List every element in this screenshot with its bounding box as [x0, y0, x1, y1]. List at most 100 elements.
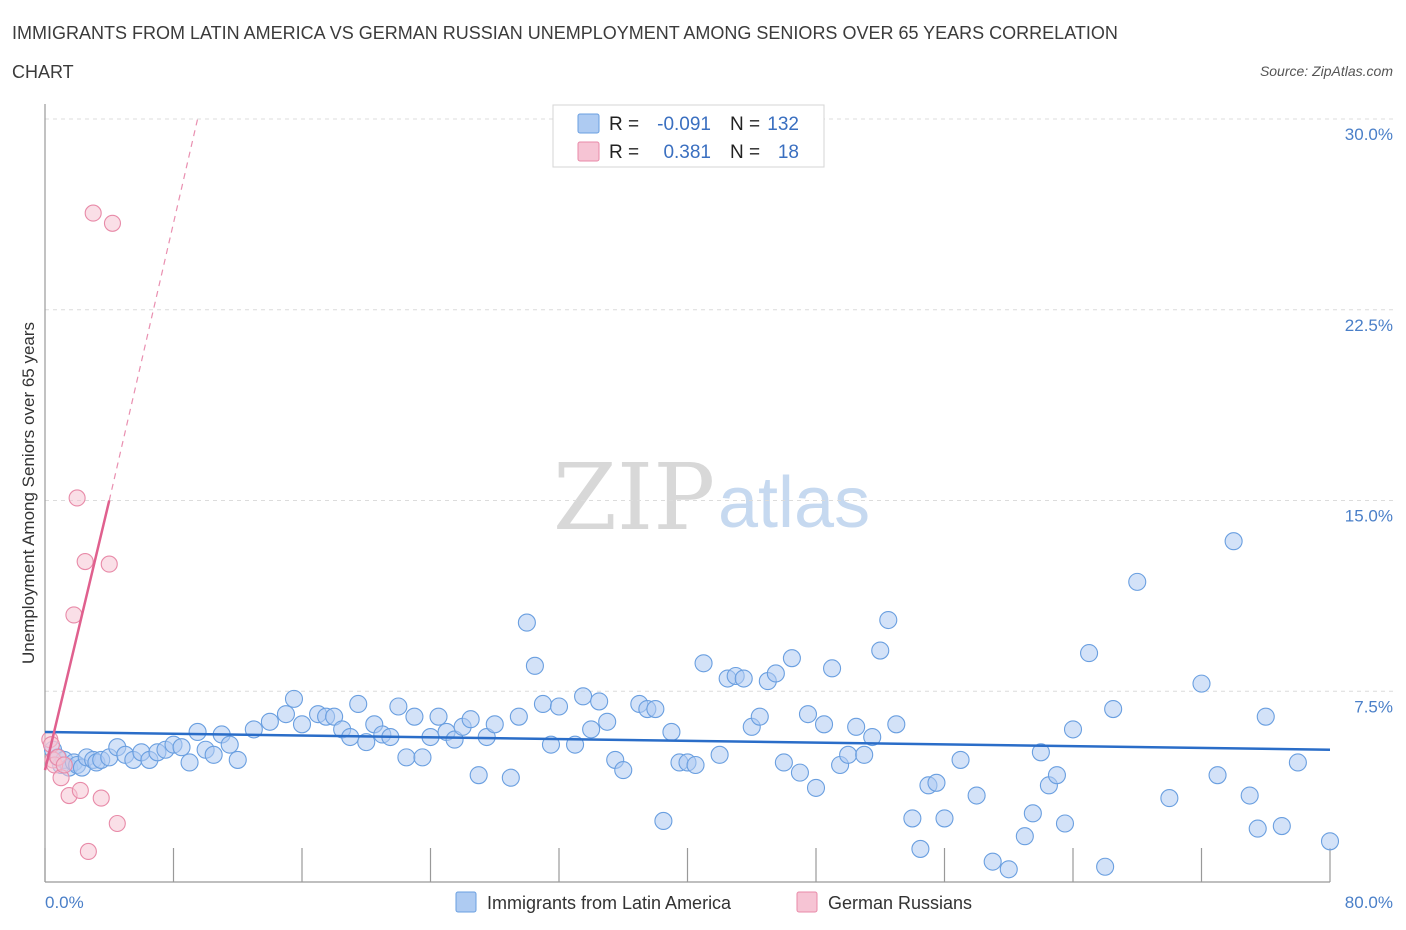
series-0-point-46 [405, 707, 424, 726]
series-0-point-23 [188, 722, 207, 741]
series-1-point-10 [71, 781, 89, 799]
series-0-point-25 [204, 745, 223, 764]
watermark-zip: ZIP [553, 444, 715, 551]
series-0-point-107 [935, 809, 954, 828]
series-0-point-104 [911, 839, 930, 858]
legend-r-value-1: -0.091 [657, 114, 711, 135]
series-1-point-6 [55, 756, 73, 774]
series-0-point-121 [1104, 700, 1123, 719]
series-0-point-27 [220, 735, 239, 754]
legend-n-value-1: 132 [767, 114, 799, 135]
series-1-point-13 [84, 204, 102, 222]
series-0-point-57 [501, 768, 520, 787]
series-0-point-32 [284, 689, 304, 708]
series-0-point-124 [1192, 674, 1211, 693]
series-0-point-53 [461, 710, 480, 729]
series-0-point-67 [590, 692, 609, 711]
series-0-point-116 [1047, 766, 1066, 785]
series-0-point-74 [654, 811, 673, 831]
series-0-trend-line [44, 730, 1331, 751]
series-legend-swatch-german-russians [796, 891, 818, 913]
y-axis-label: Unemployment Among Seniors over 65 years [19, 322, 38, 664]
series-0-point-60 [525, 656, 544, 675]
y-tick-label-3: 30.0% [1345, 125, 1393, 144]
series-0-point-73 [646, 700, 665, 719]
series-0-point-91 [798, 705, 818, 724]
series-0-point-108 [951, 750, 970, 769]
series-0-point-85 [750, 707, 769, 726]
legend-n-label-2: N = [730, 142, 760, 163]
series-0-point-125 [1208, 766, 1227, 785]
chart-title-line1: IMMIGRANTS FROM LATIN AMERICA VS GERMAN … [12, 23, 1118, 43]
series-0-points [43, 532, 1340, 879]
series-0-point-28 [228, 750, 247, 769]
series-legend-label-latin-america: Immigrants from Latin America [487, 893, 732, 913]
series-0-point-126 [1224, 532, 1243, 551]
series-0-point-114 [1031, 743, 1050, 762]
series-0-point-123 [1160, 789, 1179, 808]
series-0-point-49 [429, 707, 448, 726]
series-0-point-87 [766, 664, 785, 683]
series-0-point-75 [662, 722, 681, 741]
series-0-point-31 [276, 705, 295, 724]
legend-n-value-2: 18 [778, 142, 799, 163]
series-0-point-70 [614, 761, 633, 780]
series-0-point-131 [1288, 753, 1307, 772]
legend-r-value-2: 0.381 [663, 142, 711, 163]
chart-source: Source: ZipAtlas.com [1260, 63, 1393, 79]
series-0-point-110 [983, 852, 1002, 871]
series-0-point-39 [349, 694, 368, 714]
y-tick-label-0: 7.5% [1354, 697, 1393, 716]
series-0-point-54 [469, 766, 488, 785]
series-0-point-33 [292, 715, 312, 734]
series-0-point-127 [1240, 786, 1259, 805]
series-0-point-88 [774, 753, 793, 772]
series-0-point-111 [999, 860, 1018, 879]
y-tick-label-1: 15.0% [1345, 507, 1393, 526]
series-0-point-80 [710, 745, 729, 764]
x-tick-label-min: 0.0% [45, 893, 84, 912]
series-1-point-14 [92, 789, 110, 807]
series-0-point-40 [357, 733, 376, 752]
series-0-point-22 [180, 753, 199, 772]
series-0-point-102 [887, 715, 906, 734]
series-0-point-66 [582, 720, 601, 739]
series-0-point-94 [823, 659, 842, 678]
series-0-point-78 [686, 755, 705, 775]
legend-swatch-german-russians [577, 141, 600, 162]
series-0-point-92 [806, 778, 826, 797]
series-0-point-62 [541, 735, 561, 754]
series-0-point-59 [517, 613, 536, 632]
series-0-point-122 [1128, 572, 1147, 591]
x-tick-label-max: 80.0% [1345, 893, 1393, 912]
series-0-point-90 [790, 763, 809, 782]
series-0-point-36 [325, 707, 344, 726]
watermark-atlas: atlas [718, 463, 870, 543]
axes [44, 104, 1331, 883]
series-0-point-65 [574, 687, 593, 706]
series-1-point-15 [100, 555, 118, 573]
gridlines [45, 118, 1393, 692]
series-0-point-89 [782, 649, 801, 668]
series-0-point-79 [694, 654, 713, 673]
chart-title-line2: CHART [12, 62, 74, 82]
series-legend: Immigrants from Latin America German Rus… [455, 891, 972, 913]
series-1-point-12 [79, 842, 97, 861]
series-0-point-113 [1023, 804, 1042, 823]
series-1-point-17 [108, 814, 126, 833]
series-0-point-30 [260, 712, 279, 731]
series-0-point-45 [397, 748, 416, 767]
series-0-point-99 [863, 727, 882, 747]
series-0-point-21 [172, 738, 191, 757]
series-0-point-56 [485, 715, 504, 734]
series-0-point-58 [509, 707, 528, 726]
series-1-point-9 [68, 489, 86, 507]
series-0-point-117 [1055, 814, 1075, 833]
series-0-point-129 [1256, 707, 1275, 726]
series-0-point-100 [871, 641, 890, 660]
series-0-point-101 [879, 610, 898, 630]
series-0-point-103 [903, 809, 922, 828]
series-0-point-93 [814, 715, 834, 734]
series-0-point-98 [855, 745, 874, 764]
series-0-point-112 [1015, 827, 1034, 846]
